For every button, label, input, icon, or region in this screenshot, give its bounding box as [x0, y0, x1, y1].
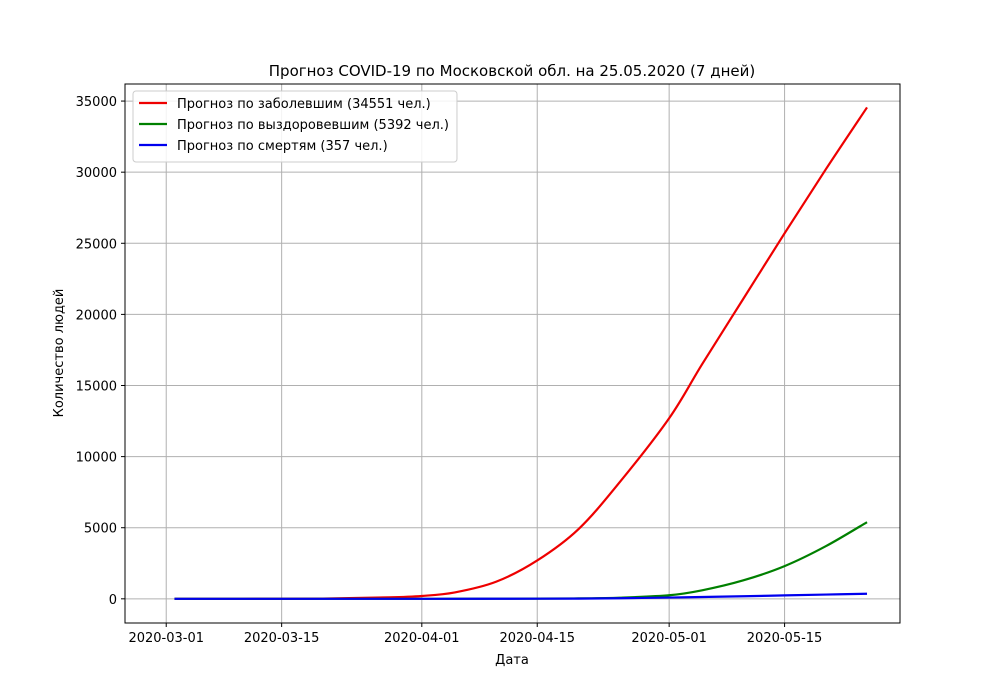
x-tick-label: 2020-04-01: [384, 631, 460, 646]
y-tick-label: 5000: [84, 522, 117, 537]
x-tick-label: 2020-03-01: [128, 631, 204, 646]
legend-label-1: Прогноз по выздоровевшим (5392 чел.): [177, 118, 449, 133]
y-axis: 0 5000 10000 15000 20000 25000 30000 35000: [76, 95, 125, 608]
y-tick-label: 20000: [76, 308, 117, 323]
legend: Прогноз по заболевшим (34551 чел.) Прогно…: [132, 90, 458, 163]
y-tick-label: 0: [109, 593, 117, 608]
x-tick-label: 2020-03-15: [244, 631, 320, 646]
y-tick-label: 35000: [76, 95, 117, 110]
legend-label-0: Прогноз по заболевшим (34551 чел.): [177, 97, 431, 112]
y-tick-label: 10000: [76, 451, 117, 466]
x-tick-label: 2020-05-15: [747, 631, 823, 646]
grid: [125, 84, 900, 623]
y-tick-label: 25000: [76, 237, 117, 252]
y-tick-label: 30000: [76, 166, 117, 181]
series-lines: [174, 106, 868, 600]
legend-box: [132, 90, 458, 163]
y-tick-label: 15000: [76, 379, 117, 394]
x-tick-label: 2020-04-15: [499, 631, 575, 646]
x-tick-label: 2020-05-01: [631, 631, 707, 646]
y-axis-label: Количество людей: [52, 289, 67, 418]
series-line-2: [174, 592, 868, 600]
plot-frame: [124, 83, 901, 624]
chart-title: Прогноз COVID-19 по Московской обл. на 2…: [269, 62, 755, 80]
x-axis-label: Дата: [495, 653, 529, 668]
legend-label-2: Прогноз по смертям (357 чел.): [177, 139, 388, 154]
x-axis: 2020-03-01 2020-03-15 2020-04-01 2020-04-15…: [128, 623, 822, 646]
